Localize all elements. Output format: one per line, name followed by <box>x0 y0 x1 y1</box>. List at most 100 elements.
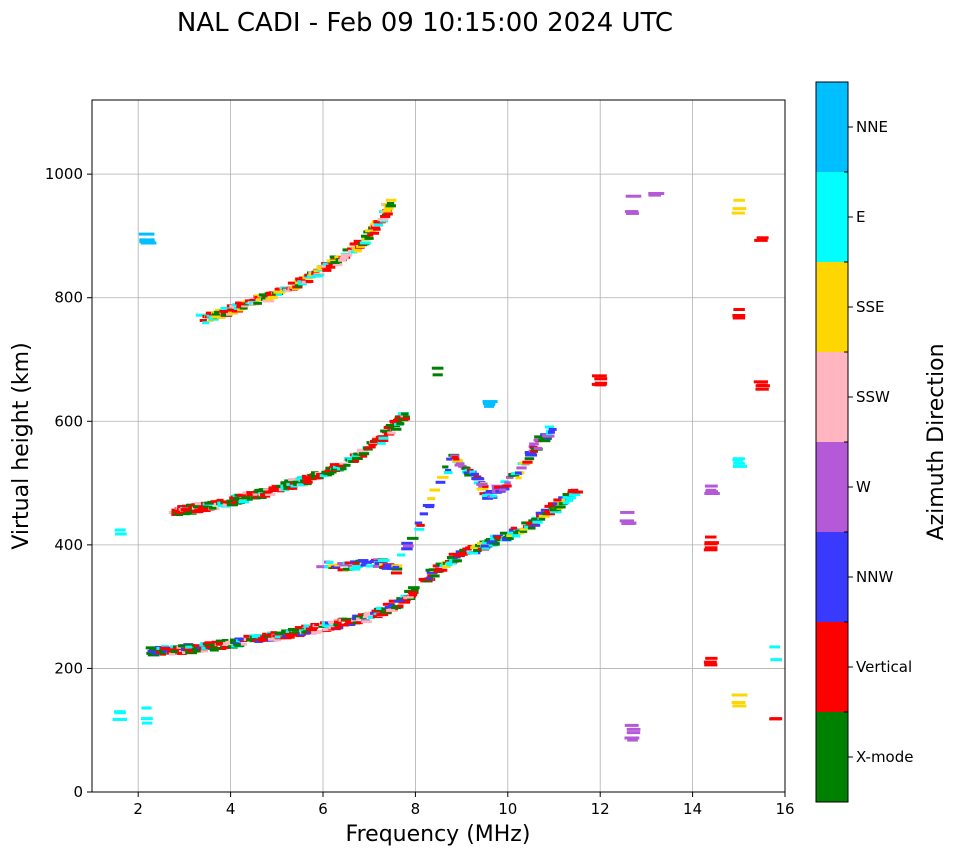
echo-mark <box>146 651 155 655</box>
echo-mark <box>516 466 527 470</box>
echo-mark <box>732 464 748 468</box>
echo-mark <box>344 619 356 623</box>
echo-mark <box>141 721 153 725</box>
echo-mark <box>280 481 293 485</box>
echo-mark <box>228 311 238 315</box>
echo-mark <box>172 645 180 649</box>
echo-mark <box>148 648 156 652</box>
colorbar-tick-label: Vertical <box>856 658 912 676</box>
echo-mark <box>364 611 375 615</box>
echo-mark <box>401 541 413 545</box>
echo-mark <box>553 498 566 502</box>
echo-mark <box>396 597 408 601</box>
echo-mark <box>456 462 465 466</box>
echo-mark <box>204 644 213 648</box>
echo-mark <box>185 645 193 649</box>
echo-mark <box>252 492 260 496</box>
echo-mark <box>432 373 443 377</box>
echo-mark <box>298 282 307 286</box>
echo-mark <box>534 435 546 439</box>
echo-mark <box>490 494 497 498</box>
echo-mark <box>273 487 284 491</box>
echo-mark <box>353 239 362 243</box>
echo-mark <box>498 488 507 492</box>
echo-mark <box>215 642 222 646</box>
echo-mark <box>494 538 502 542</box>
echo-mark <box>770 658 782 662</box>
echo-mark <box>292 628 305 632</box>
grid-lines <box>92 100 786 793</box>
echo-mark <box>594 377 608 381</box>
echo-mark <box>704 492 720 496</box>
echo-mark <box>398 600 411 604</box>
echo-mark <box>176 645 185 649</box>
echo-mark <box>330 260 340 264</box>
echo-mark <box>209 648 219 652</box>
echo-mark <box>147 649 160 653</box>
echo-mark <box>220 306 233 310</box>
echo-mark <box>260 494 271 498</box>
echo-mark <box>138 232 155 236</box>
echo-mark <box>341 253 353 257</box>
echo-mark <box>342 567 353 571</box>
echo-mark <box>290 633 300 637</box>
echo-mark <box>353 452 362 456</box>
echo-mark <box>552 502 562 506</box>
echo-mark <box>418 577 428 581</box>
echo-mark <box>518 531 525 535</box>
echo-mark <box>356 621 363 625</box>
echo-mark <box>391 567 403 571</box>
echo-mark <box>365 564 376 568</box>
echo-mark <box>531 517 538 521</box>
echo-mark <box>442 465 449 469</box>
echo-mark <box>249 298 256 302</box>
colorbar-label: Azimuth Direction <box>924 343 949 540</box>
echo-mark <box>432 564 439 568</box>
echo-mark <box>769 717 782 721</box>
echo-mark <box>402 417 410 421</box>
echo-mark <box>378 436 389 440</box>
echo-mark <box>383 211 390 215</box>
echo-mark <box>426 570 438 574</box>
echo-mark <box>288 478 300 482</box>
echo-mark <box>385 204 396 208</box>
echo-mark <box>502 484 512 488</box>
echo-mark <box>372 564 381 568</box>
echo-mark <box>140 241 157 245</box>
echo-mark <box>401 547 413 551</box>
echo-mark <box>704 484 718 488</box>
echo-mark <box>476 482 488 486</box>
echo-mark <box>273 290 285 294</box>
echo-mark <box>270 631 278 635</box>
echo-mark <box>437 475 449 479</box>
x-axis-ticks: 2 4 6 8 10 12 14 16 <box>133 792 795 818</box>
echo-mark <box>319 474 328 478</box>
echo-mark <box>285 632 296 636</box>
echo-mark <box>221 638 229 642</box>
echo-mark <box>181 508 193 512</box>
echo-mark <box>367 233 374 237</box>
echo-mark <box>206 314 213 318</box>
echo-mark <box>349 242 361 246</box>
echo-mark <box>540 439 551 443</box>
x-tick-label: 16 <box>775 800 794 818</box>
echo-mark <box>489 538 498 542</box>
echo-mark <box>488 540 498 544</box>
echo-mark <box>731 693 748 697</box>
echo-mark <box>287 281 296 285</box>
echo-mark <box>446 563 453 567</box>
echo-mark <box>378 438 389 442</box>
echo-mark <box>382 209 392 213</box>
echo-mark <box>429 574 440 578</box>
echo-mark <box>491 487 501 491</box>
echo-mark <box>337 623 350 627</box>
echo-mark <box>218 641 226 645</box>
echo-mark <box>435 480 446 484</box>
echo-mark <box>256 298 266 302</box>
echo-mark <box>297 633 306 637</box>
echo-mark <box>162 647 173 651</box>
echo-mark <box>482 484 489 488</box>
chart-title: NAL CADI - Feb 09 10:15:00 2024 UTC <box>177 8 673 38</box>
echo-mark <box>548 427 557 431</box>
echo-mark <box>525 452 537 456</box>
